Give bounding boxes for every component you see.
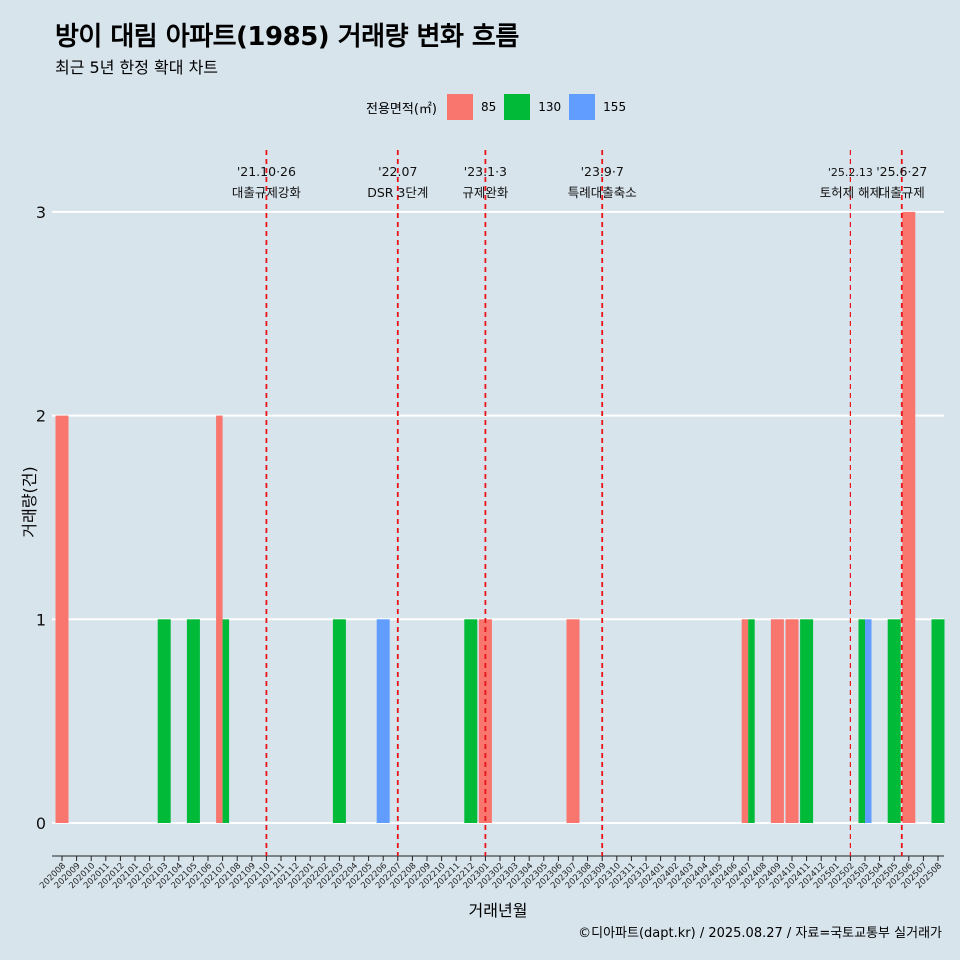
y-tick-label: 0: [36, 814, 46, 833]
legend: 전용면적(㎡) 85 130 155: [366, 94, 634, 120]
event-date-label: '22.07: [378, 164, 417, 179]
event-date-label: '25.2.13: [828, 166, 873, 179]
y-tick-label: 3: [36, 203, 46, 222]
bar-202107-130: [222, 619, 230, 823]
bar-202203-130: [332, 619, 346, 823]
source-caption: ©디아파트(dapt.kr) / 2025.08.27 / 자료=국토교통부 실…: [578, 926, 942, 941]
legend-item-85: 85: [446, 94, 497, 120]
bar-202409-85: [770, 619, 784, 823]
event-name-label: 대출규제: [879, 185, 925, 200]
event-name-label: 토허제 해제: [820, 185, 881, 200]
bar-202107-85: [216, 415, 223, 823]
legend-item-130: 130: [504, 94, 561, 120]
bar-202410-85: [785, 619, 799, 823]
chart-title: 방이 대림 아파트(1985) 거래량 변화 흐름: [55, 22, 519, 52]
bar-202503-155: [865, 619, 872, 823]
legend-label-155: 155: [603, 100, 627, 114]
bar-202411-130: [800, 619, 814, 823]
legend-swatch-85: [446, 94, 473, 120]
bar-202508-130: [931, 619, 945, 823]
y-tick-label: 1: [36, 610, 46, 629]
chart-subtitle: 최근 5년 한정 확대 차트: [55, 58, 219, 77]
bar-202105-130: [186, 619, 200, 823]
bar-202506-85: [902, 211, 916, 823]
y-axis-label: 거래량(건): [20, 466, 39, 538]
event-date-label: '23.1·3: [464, 164, 507, 179]
bar-202407-130: [748, 619, 755, 823]
event-date-label: '23.9·7: [581, 164, 624, 179]
legend-title: 전용면적(㎡): [366, 101, 437, 117]
event-date-label: '21.10·26: [237, 164, 296, 179]
legend-label-85: 85: [480, 100, 497, 114]
legend-item-155: 155: [569, 94, 626, 120]
event-date-label: '25.6·27: [876, 164, 927, 179]
bar-202307-85: [566, 619, 580, 823]
bar-202206-155: [376, 619, 390, 823]
bar-202212-130: [464, 619, 478, 823]
legend-label-130: 130: [538, 100, 562, 114]
event-name-label: DSR 3단계: [367, 185, 428, 200]
event-name-label: 대출규제강화: [232, 185, 302, 200]
bar-202008-85: [55, 415, 69, 823]
x-axis-label: 거래년월: [468, 901, 528, 920]
event-name-label: 규제완화: [462, 185, 509, 200]
bar-202407-85: [741, 619, 749, 823]
bar-202503-130: [858, 619, 865, 823]
bar-202505-130: [887, 619, 901, 823]
event-name-label: 특례대출축소: [568, 185, 637, 200]
legend-swatch-130: [504, 94, 531, 120]
y-tick-label: 2: [36, 407, 46, 426]
bar-202103-130: [157, 619, 171, 823]
legend-swatch-155: [569, 94, 596, 120]
